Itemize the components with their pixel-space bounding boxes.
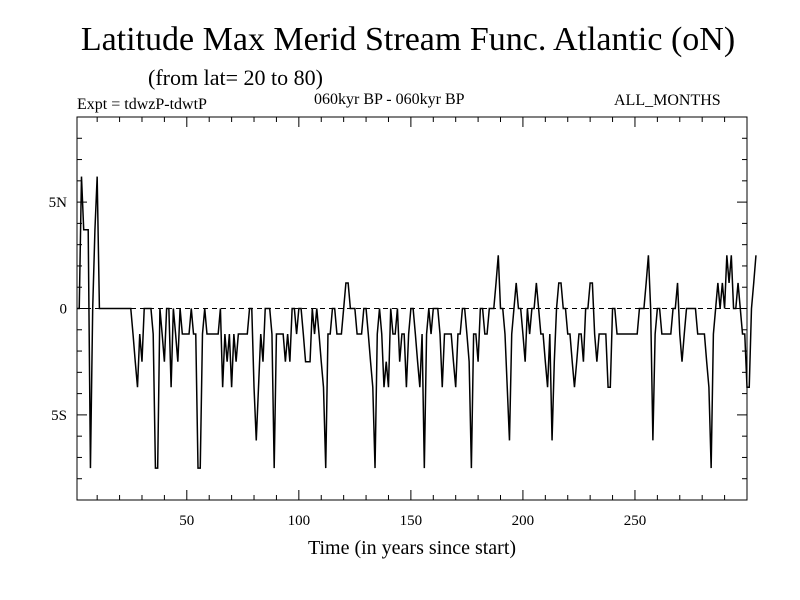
x-tick-label: 250 <box>624 513 647 529</box>
y-tick-label: 5N <box>49 195 68 211</box>
chart-title: Latitude Max Merid Stream Func. Atlantic… <box>80 21 736 58</box>
series-line <box>77 176 757 469</box>
series-layer <box>77 176 757 469</box>
x-axis-title: Time (in years since start) <box>308 537 516 559</box>
tick-labels: 50 100 150 200 250 5N 0 5S <box>49 195 647 529</box>
x-tick-label: 50 <box>179 513 194 529</box>
y-tick-label: 0 <box>60 302 68 318</box>
experiment-label: Expt = tdwzP-tdwtP <box>77 96 207 113</box>
months-label: ALL_MONTHS <box>614 92 721 109</box>
period-label: 060kyr BP - 060kyr BP <box>314 91 465 108</box>
x-tick-label: 150 <box>400 513 423 529</box>
x-tick-label: 100 <box>288 513 311 529</box>
chart-subtitle: (from lat= 20 to 80) <box>148 65 323 90</box>
x-tick-label: 200 <box>512 513 535 529</box>
y-tick-label: 5S <box>51 408 67 424</box>
